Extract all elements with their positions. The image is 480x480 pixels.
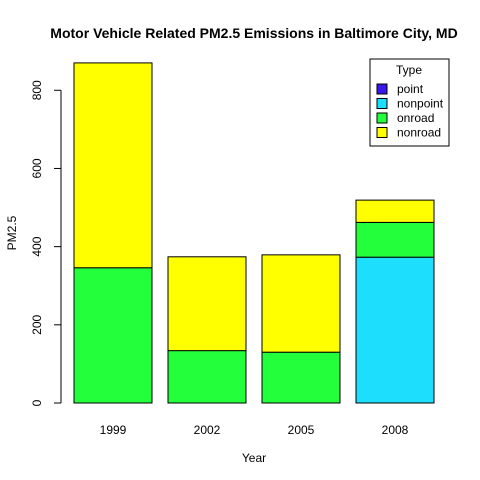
y-tick-label: 0 bbox=[30, 399, 44, 406]
legend-swatch-onroad bbox=[376, 112, 388, 124]
bar-segment-nonpoint-2008 bbox=[355, 256, 435, 404]
chart-title: Motor Vehicle Related PM2.5 Emissions in… bbox=[50, 25, 457, 41]
legend-label-nonroad: nonroad bbox=[397, 126, 441, 140]
legend-label-point: point bbox=[397, 82, 424, 96]
bar-segment-onroad-2002 bbox=[167, 350, 247, 404]
bar-segment-nonroad-2005 bbox=[261, 254, 341, 353]
x-tick-labels: 1999 2002 2005 2008 bbox=[100, 423, 409, 437]
y-tick-label: 200 bbox=[30, 314, 44, 334]
bar-segment-nonroad-2008 bbox=[355, 199, 435, 223]
bar-segment-nonroad-2002 bbox=[167, 256, 247, 352]
bar-segment-onroad-2008 bbox=[355, 221, 435, 258]
legend-label-onroad: onroad bbox=[397, 111, 434, 125]
y-axis-label: PM2.5 bbox=[5, 215, 19, 250]
y-tick-label: 800 bbox=[30, 80, 44, 100]
legend-swatch-nonroad bbox=[376, 127, 388, 138]
bar-segment-onroad-1999 bbox=[73, 267, 153, 404]
legend-swatch-point bbox=[376, 83, 388, 95]
bar-segment-onroad-2005 bbox=[261, 351, 341, 404]
legend-label-nonpoint: nonpoint bbox=[397, 97, 444, 111]
y-tick-label: 600 bbox=[30, 158, 44, 178]
y-axis: 0 200 400 600 800 bbox=[30, 80, 62, 406]
x-axis-label: Year bbox=[242, 451, 266, 465]
x-tick-label: 2008 bbox=[382, 423, 409, 437]
legend-title: Type bbox=[396, 63, 422, 77]
x-tick-label: 2002 bbox=[194, 423, 221, 437]
x-tick-label: 1999 bbox=[100, 423, 127, 437]
bars-group bbox=[73, 62, 435, 404]
y-tick-label: 400 bbox=[30, 236, 44, 256]
legend-swatch-nonpoint bbox=[376, 98, 388, 109]
bar-segment-nonroad-1999 bbox=[73, 62, 153, 269]
x-tick-label: 2005 bbox=[288, 423, 315, 437]
